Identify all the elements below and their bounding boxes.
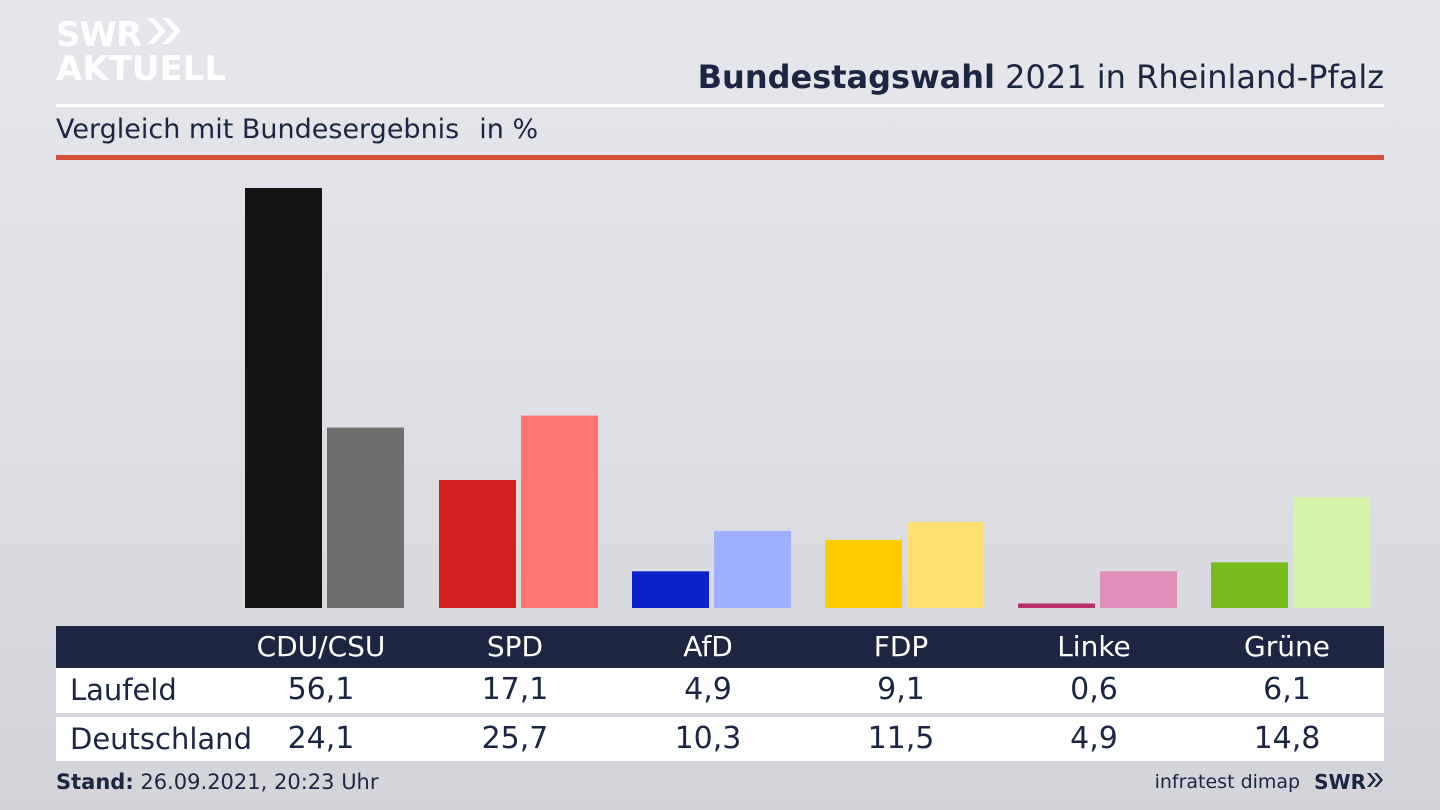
bar-gr-ne-laufeld (1211, 562, 1288, 608)
column-header: AfD (683, 630, 733, 663)
stand-label: Stand: (56, 770, 134, 794)
row-label: Deutschland (70, 722, 252, 756)
row-label: Laufeld (70, 673, 177, 707)
table-cell: 10,3 (674, 721, 742, 756)
table-cell: 25,7 (481, 721, 549, 756)
table-cell: 17,1 (481, 672, 549, 707)
footer-brand: SWR (1314, 770, 1366, 794)
subtitle-text: Vergleich mit Bundesergebnis (56, 114, 460, 145)
chart-subtitle: Vergleich mit Bundesergebnis in % (56, 114, 538, 145)
bar-gr-ne-deutschland (1293, 497, 1370, 608)
table-cell: 4,9 (684, 672, 732, 707)
bar-linke-deutschland (1100, 571, 1177, 608)
table-row-deutschland: Deutschland 24,1 25,7 10,3 11,5 4,9 14,8 (56, 717, 1384, 761)
table-cell: 11,5 (867, 721, 935, 756)
bar-linke-laufeld (1018, 603, 1095, 608)
table-cell: 0,6 (1070, 672, 1118, 707)
title-rest: 2021 in Rheinland-Pfalz (1005, 58, 1384, 96)
timestamp: Stand: 26.09.2021, 20:23 Uhr (56, 770, 379, 794)
stand-value: 26.09.2021, 20:23 Uhr (140, 770, 379, 794)
table-row-laufeld: Laufeld 56,1 17,1 4,9 9,1 0,6 6,1 (56, 668, 1384, 713)
column-header: CDU/CSU (256, 630, 386, 663)
bar-chart (245, 188, 1370, 608)
bar-fdp-laufeld (825, 539, 902, 608)
table-cell: 4,9 (1070, 721, 1118, 756)
page-title: Bundestagswahl 2021 in Rheinland-Pfalz (698, 58, 1384, 96)
unit-label: in % (479, 114, 539, 145)
table-cell: 6,1 (1263, 672, 1311, 707)
column-header: Grüne (1244, 630, 1330, 663)
header-divider (56, 104, 1384, 107)
results-table: CDU/CSU SPD AfD FDP Linke Grüne Laufeld 56,1 1… (56, 626, 1384, 761)
bar-afd-laufeld (632, 571, 709, 608)
bar-cdu-csu-laufeld (245, 188, 322, 608)
bar-spd-laufeld (439, 479, 516, 608)
accent-divider (56, 155, 1384, 160)
column-header: Linke (1057, 630, 1131, 663)
double-chevron-icon (145, 16, 183, 53)
table-cell: 56,1 (287, 672, 355, 707)
bar-fdp-deutschland (907, 521, 984, 608)
title-bold: Bundestagswahl (697, 58, 995, 96)
column-header: FDP (873, 630, 929, 663)
bar-cdu-csu-deutschland (327, 427, 404, 608)
bar-afd-deutschland (714, 530, 791, 608)
table-header-row: CDU/CSU SPD AfD FDP Linke Grüne (56, 626, 1384, 668)
swr-aktuell-logo: SWR AKTUELL (56, 14, 227, 89)
table-cell: 14,8 (1253, 721, 1321, 756)
table-cell: 24,1 (287, 721, 355, 756)
source-credit: infratest dimap SWR (1155, 770, 1384, 794)
logo-line-2: AKTUELL (56, 49, 227, 89)
source-label: infratest dimap (1154, 771, 1301, 793)
column-header: SPD (486, 630, 544, 663)
footer-chevron-icon (1366, 771, 1384, 793)
bar-spd-deutschland (521, 415, 598, 608)
table-cell: 9,1 (877, 672, 925, 707)
logo-line-1: SWR (56, 14, 142, 55)
